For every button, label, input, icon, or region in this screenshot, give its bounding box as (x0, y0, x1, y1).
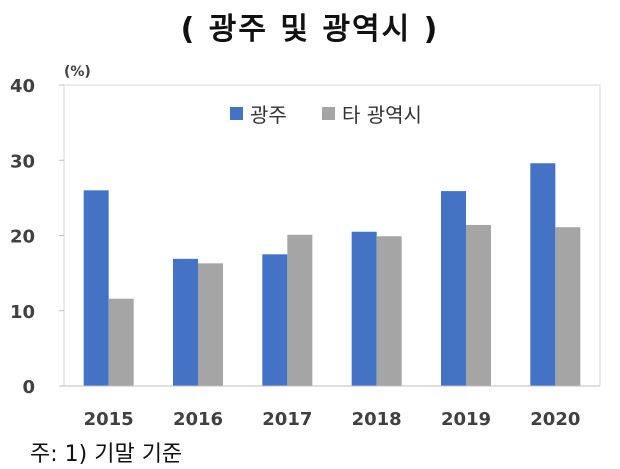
plot-area (63, 84, 601, 387)
legend-label: 광주 (250, 103, 287, 127)
bar-other-metro-2018 (376, 236, 402, 386)
y-tick-label: 30 (10, 151, 35, 172)
x-tick-label: 2018 (352, 409, 402, 430)
bar-gwangju-2019 (441, 191, 466, 386)
bar-gwangju-2015 (83, 190, 109, 386)
bar-gwangju-2017 (262, 254, 288, 386)
y-tick-label: 40 (10, 76, 35, 97)
y-tick-label: 20 (10, 227, 35, 248)
bar-other-metro-2017 (287, 234, 313, 386)
bar-other-metro-2016 (198, 263, 223, 386)
x-tick-label: 2019 (441, 409, 491, 430)
legend-swatch (322, 107, 335, 120)
legend-swatch (230, 107, 243, 120)
bar-gwangju-2016 (173, 258, 198, 386)
footnote: 주: 1) 기말 기준 (30, 442, 183, 467)
y-tick-label: 0 (22, 377, 35, 398)
chart-title: ( 광주 및 광역시 ) (180, 12, 440, 47)
y-tick-label: 10 (10, 302, 35, 323)
bar-other-metro-2019 (466, 224, 491, 386)
bar-other-metro-2020 (555, 227, 581, 386)
bar-other-metro-2015 (108, 298, 134, 386)
x-tick-label: 2015 (84, 409, 134, 430)
legend: 광주 타 광역시 (230, 103, 422, 127)
bar-gwangju-2020 (530, 163, 556, 386)
x-tick-label: 2020 (530, 409, 580, 430)
x-tick-label: 2016 (173, 409, 223, 430)
x-tick-label: 2017 (262, 409, 312, 430)
bar-gwangju-2018 (351, 231, 377, 386)
legend-label: 타 광역시 (342, 103, 422, 127)
y-axis-unit-label: (%) (64, 64, 91, 80)
